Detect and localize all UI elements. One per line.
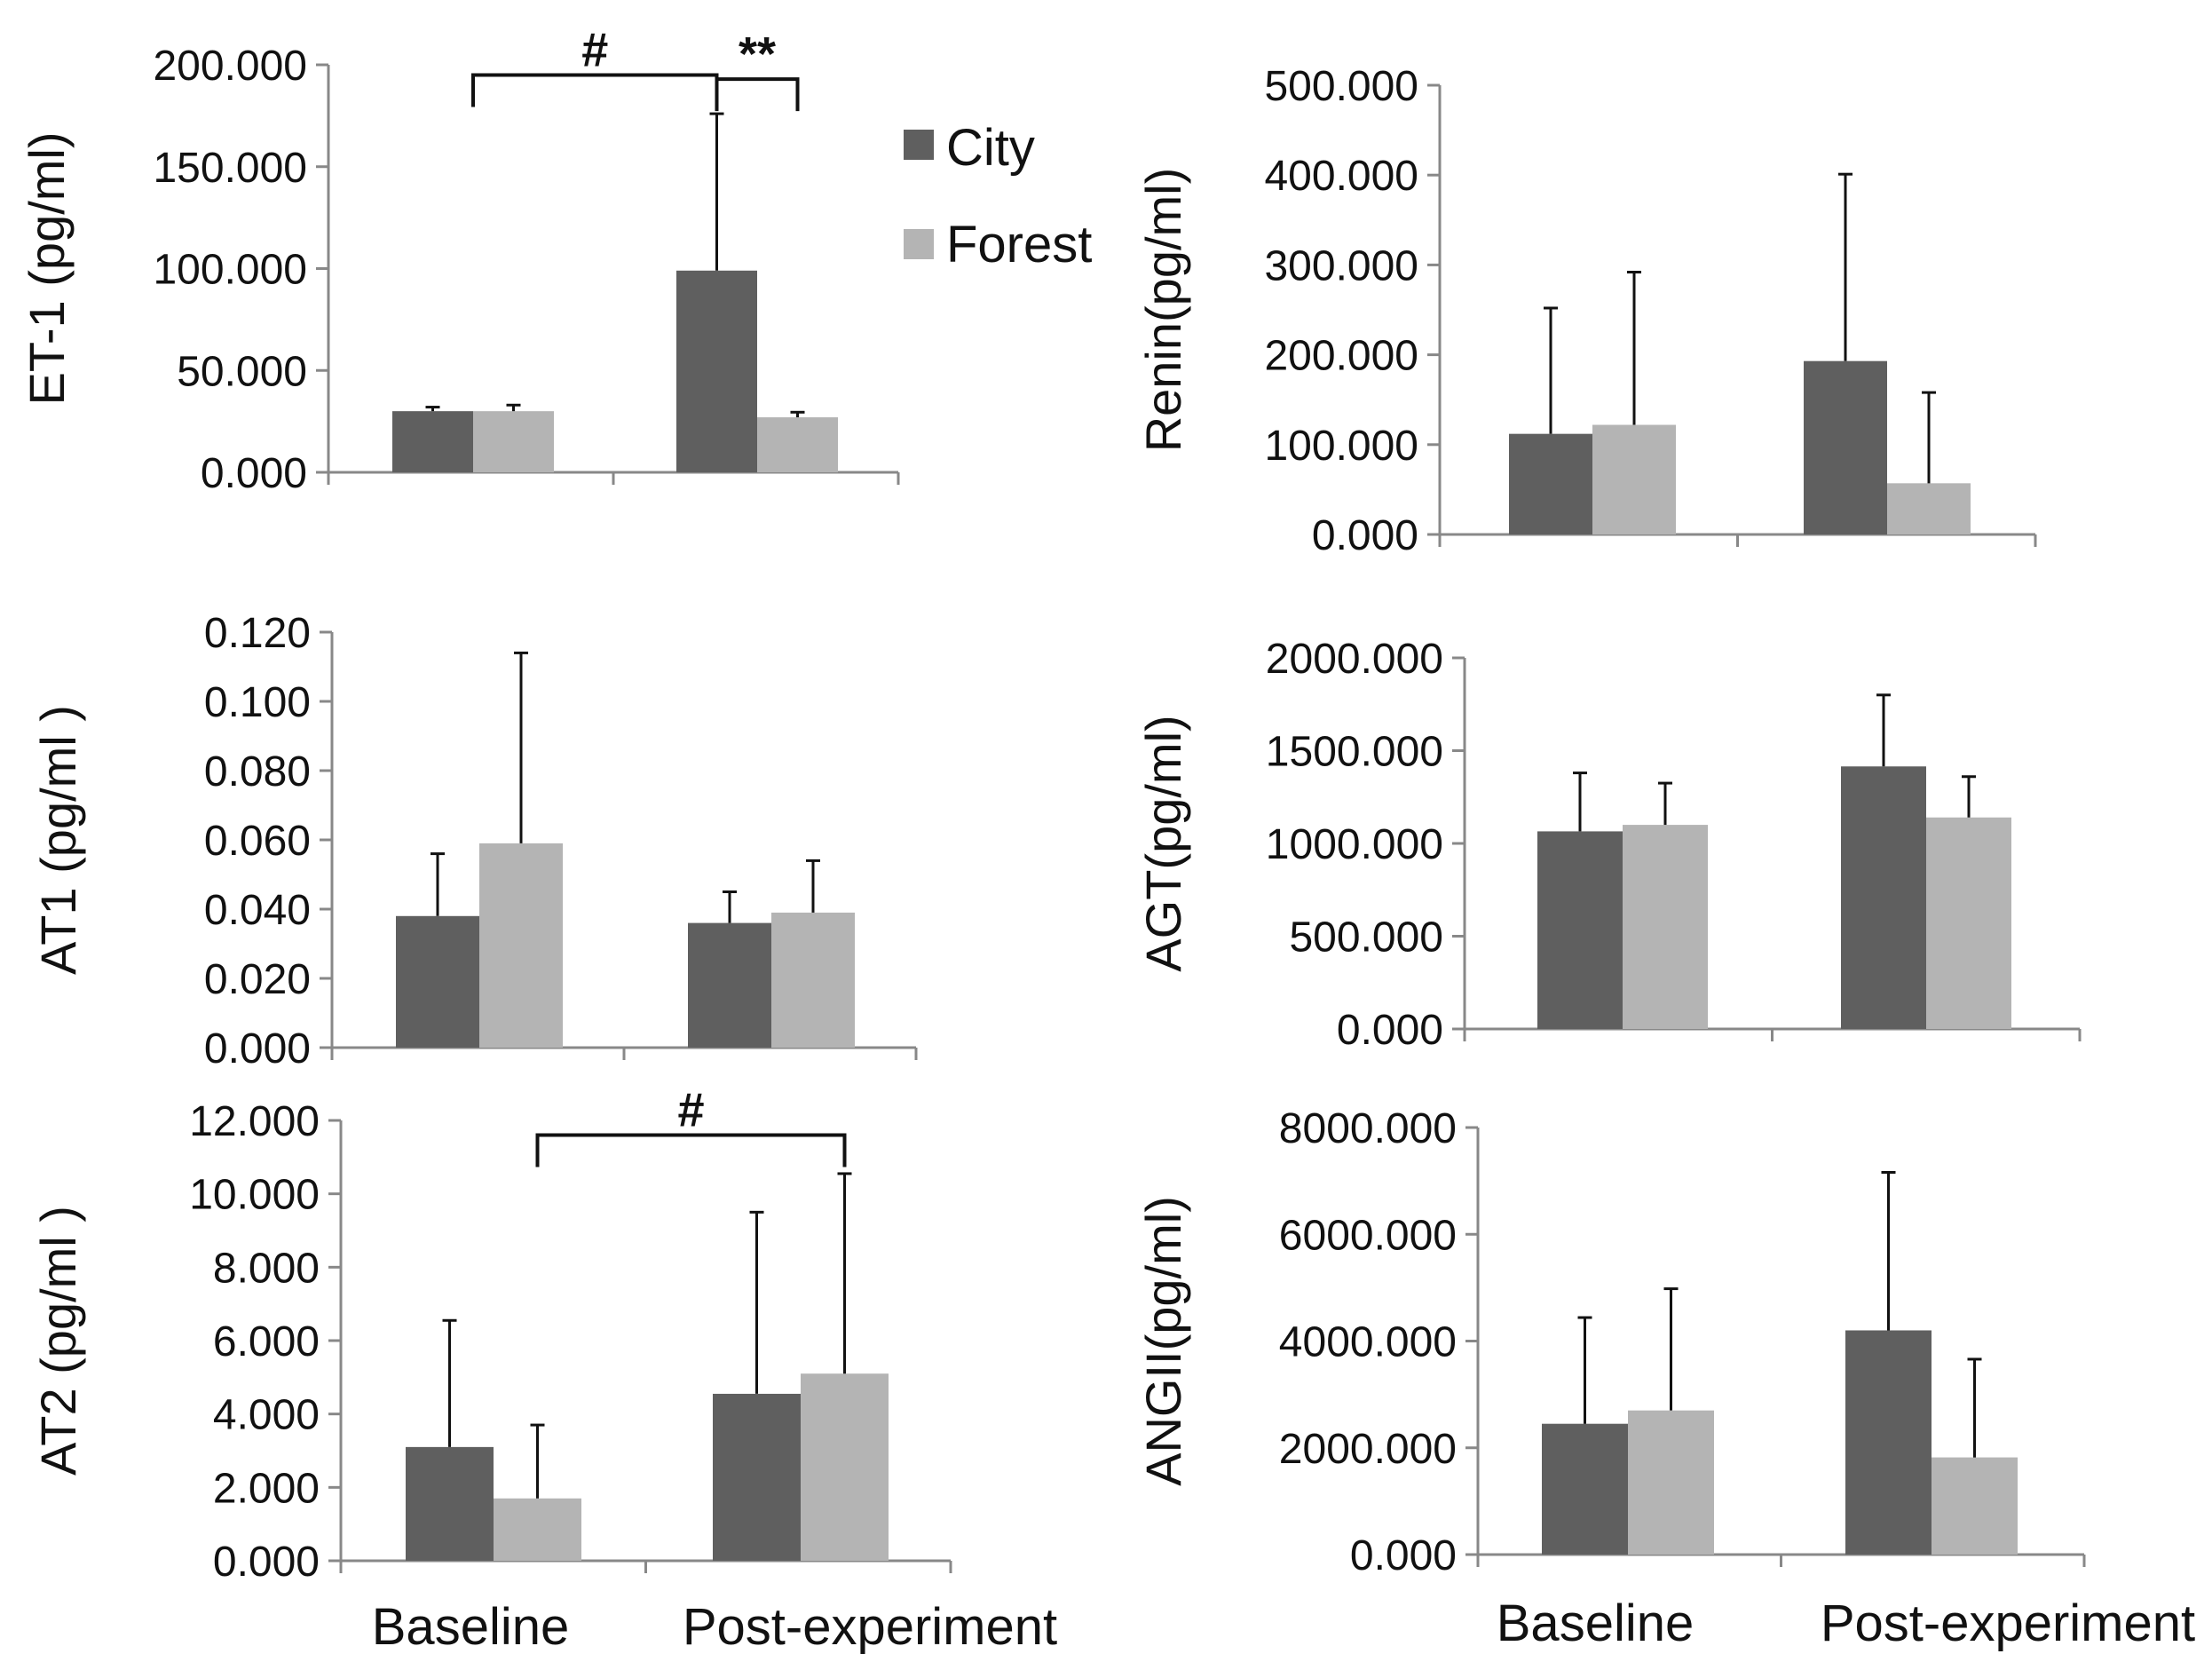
bar-angii-city-1 — [1845, 1330, 1932, 1555]
significance-label-at2-0: # — [677, 1084, 704, 1137]
y-tick-label-angii-0: 0.000 — [1350, 1532, 1457, 1579]
bar-at2-city-1 — [713, 1393, 801, 1561]
bar-at1-forest-1 — [771, 912, 855, 1048]
bar-at1-city-1 — [688, 922, 771, 1048]
y-tick-label-angii-1: 2000.000 — [1279, 1426, 1457, 1473]
y-tick-label-angii-2: 4000.000 — [1279, 1319, 1457, 1366]
y-tick-label-renin-2: 200.000 — [1264, 333, 1418, 380]
x-category-post-experiment-right: Post-experiment — [1821, 1595, 2195, 1652]
bar-renin-city-0 — [1509, 433, 1592, 534]
significance-bracket-at2-0 — [535, 1133, 847, 1167]
charts-area: 0.000 50.000 100.000 150.000 200.000 ET-1 (pg… — [19, 23, 2086, 1586]
bar-at2-forest-1 — [801, 1373, 889, 1561]
legend-label-forest: Forest — [946, 216, 1092, 273]
bar-at2-city-0 — [406, 1446, 494, 1561]
y-tick-label-at2-3: 6.000 — [213, 1318, 320, 1365]
panel-at2: 0.000 2.000 4.000 6.000 8.000 10.000 12.000 AT2… — [30, 1084, 952, 1586]
y-tick-label-at2-4: 8.000 — [213, 1245, 320, 1292]
y-tick-label-at2-5: 10.000 — [189, 1172, 320, 1219]
legend-label-city: City — [946, 119, 1035, 177]
y-tick-label-at1-0: 0.000 — [204, 1025, 311, 1072]
panel-at1: 0.000 0.020 0.040 0.060 0.080 0.100 0.120 AT1 (… — [30, 610, 918, 1072]
y-tick-label-at1-4: 0.080 — [204, 748, 311, 795]
significance-label-et1-1: ** — [739, 28, 776, 81]
y-tick-label-agt-2: 1000.000 — [1266, 821, 1443, 868]
significance-label-et1-0: # — [581, 23, 608, 76]
y-tick-label-renin-5: 500.000 — [1264, 63, 1418, 110]
bar-agt-city-0 — [1537, 831, 1623, 1029]
y-tick-label-at1-6: 0.120 — [204, 610, 311, 657]
legend-swatch-city — [904, 130, 934, 160]
y-tick-label-agt-0: 0.000 — [1337, 1007, 1443, 1054]
y-axis-title-agt: AGT(pg/ml) — [1135, 715, 1191, 971]
bar-agt-forest-1 — [1926, 817, 2011, 1029]
y-tick-label-agt-4: 2000.000 — [1266, 636, 1443, 683]
y-tick-label-et1-1: 50.000 — [177, 348, 307, 395]
y-tick-label-renin-4: 400.000 — [1264, 153, 1418, 200]
y-tick-label-renin-0: 0.000 — [1312, 512, 1418, 559]
panel-angii: 0.000 2000.000 4000.000 6000.000 8000.000 ANG… — [1135, 1105, 2086, 1579]
bar-et1-forest-0 — [473, 411, 554, 472]
bar-agt-forest-0 — [1623, 825, 1708, 1029]
bar-renin-forest-1 — [1887, 483, 1971, 534]
y-tick-label-et1-0: 0.000 — [201, 450, 307, 497]
bar-et1-forest-1 — [757, 417, 838, 472]
bar-et1-city-1 — [676, 270, 757, 472]
y-tick-label-at2-6: 12.000 — [189, 1098, 320, 1145]
y-axis-title-at2: AT2 (pg/ml ) — [30, 1206, 86, 1476]
bar-angii-forest-1 — [1932, 1457, 2018, 1555]
y-axis-title-at1: AT1 (pg/ml ) — [30, 705, 86, 975]
y-tick-label-agt-1: 500.000 — [1289, 914, 1443, 962]
bar-renin-forest-0 — [1592, 424, 1676, 534]
bar-et1-city-0 — [392, 411, 473, 472]
bar-at1-city-0 — [396, 915, 479, 1048]
y-tick-label-at1-2: 0.040 — [204, 887, 311, 934]
y-tick-label-et1-2: 100.000 — [153, 247, 307, 294]
legend-item-city: City — [904, 119, 1035, 177]
y-tick-label-et1-4: 200.000 — [153, 43, 307, 90]
panel-renin: 0.000 100.000 200.000 300.000 400.000 500.000… — [1135, 63, 2037, 559]
y-tick-label-at2-0: 0.000 — [213, 1539, 320, 1586]
x-category-baseline-left: Baseline — [372, 1598, 569, 1654]
legend-swatch-forest — [904, 229, 934, 259]
y-tick-label-at1-1: 0.020 — [204, 956, 311, 1003]
bar-at1-forest-0 — [479, 843, 563, 1048]
y-tick-label-renin-1: 100.000 — [1264, 423, 1418, 470]
y-axis-title-renin: Renin(pg/ml) — [1135, 168, 1191, 453]
y-tick-label-angii-4: 8000.000 — [1279, 1105, 1457, 1152]
y-tick-label-renin-3: 300.000 — [1264, 242, 1418, 289]
y-axis-title-et1: ET-1 (pg/ml) — [19, 131, 75, 405]
bar-at2-forest-0 — [494, 1498, 581, 1561]
y-tick-label-at1-5: 0.100 — [204, 679, 311, 726]
y-tick-label-at2-2: 4.000 — [213, 1392, 320, 1439]
bar-angii-city-0 — [1542, 1423, 1628, 1555]
y-tick-label-at1-3: 0.060 — [204, 818, 311, 865]
bar-angii-forest-0 — [1628, 1410, 1714, 1555]
y-tick-label-agt-3: 1500.000 — [1266, 729, 1443, 776]
y-tick-label-at2-1: 2.000 — [213, 1465, 320, 1512]
x-category-post-experiment-left: Post-experiment — [683, 1598, 1057, 1654]
y-tick-label-et1-3: 150.000 — [153, 145, 307, 192]
panel-agt: 0.000 500.000 1000.000 1500.000 2000.000 AGT(… — [1135, 636, 2082, 1054]
y-tick-label-angii-3: 6000.000 — [1279, 1212, 1457, 1259]
x-category-baseline-right: Baseline — [1497, 1595, 1694, 1652]
significance-bracket-et1-0 — [471, 73, 719, 107]
bar-agt-city-1 — [1841, 766, 1926, 1029]
panel-et1: 0.000 50.000 100.000 150.000 200.000 ET-1 (pg… — [19, 23, 900, 497]
y-axis-title-angii: ANGII(pg/ml) — [1135, 1196, 1191, 1486]
legend: City Forest — [904, 119, 1092, 273]
bar-renin-city-1 — [1804, 360, 1887, 534]
significance-bracket-et1-1 — [715, 77, 800, 112]
legend-item-forest: Forest — [904, 216, 1092, 273]
